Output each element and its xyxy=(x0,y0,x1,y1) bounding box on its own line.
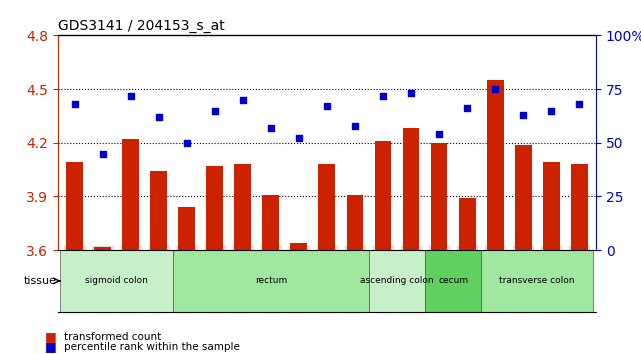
Bar xyxy=(515,144,531,250)
FancyBboxPatch shape xyxy=(369,250,425,312)
Bar xyxy=(290,243,307,250)
Point xyxy=(322,103,332,109)
Bar xyxy=(347,195,363,250)
Point xyxy=(406,91,416,96)
Text: percentile rank within the sample: percentile rank within the sample xyxy=(64,342,240,353)
Point xyxy=(181,140,192,145)
Bar xyxy=(122,139,139,250)
Point xyxy=(434,131,444,137)
Point xyxy=(210,108,220,113)
Bar xyxy=(178,207,195,250)
Text: rectum: rectum xyxy=(254,276,287,285)
Bar xyxy=(319,164,335,250)
Point xyxy=(378,93,388,98)
Point xyxy=(294,136,304,141)
Bar xyxy=(262,195,279,250)
Text: cecum: cecum xyxy=(438,276,468,285)
Bar xyxy=(543,162,560,250)
Point xyxy=(462,105,472,111)
Bar xyxy=(459,198,476,250)
Bar xyxy=(150,171,167,250)
Text: transverse colon: transverse colon xyxy=(499,276,575,285)
Text: ■: ■ xyxy=(45,330,56,343)
Bar xyxy=(235,164,251,250)
Point xyxy=(490,86,501,92)
Bar xyxy=(206,166,223,250)
Text: ■: ■ xyxy=(45,341,56,353)
Point xyxy=(265,125,276,131)
Bar xyxy=(94,247,111,250)
Point xyxy=(574,101,585,107)
Bar xyxy=(487,80,504,250)
Point xyxy=(153,114,163,120)
Bar xyxy=(571,164,588,250)
Text: GDS3141 / 204153_s_at: GDS3141 / 204153_s_at xyxy=(58,19,224,33)
Point xyxy=(97,151,108,156)
Bar xyxy=(403,129,419,250)
Text: transformed count: transformed count xyxy=(64,332,162,342)
Point xyxy=(69,101,79,107)
Bar xyxy=(431,143,447,250)
FancyBboxPatch shape xyxy=(60,250,172,312)
Text: ascending colon: ascending colon xyxy=(360,276,434,285)
Point xyxy=(518,112,528,118)
Bar xyxy=(374,141,392,250)
Point xyxy=(350,123,360,129)
Point xyxy=(546,108,556,113)
FancyBboxPatch shape xyxy=(481,250,594,312)
FancyBboxPatch shape xyxy=(425,250,481,312)
Text: tissue: tissue xyxy=(24,276,57,286)
Point xyxy=(238,97,248,103)
Point xyxy=(126,93,136,98)
Text: sigmoid colon: sigmoid colon xyxy=(85,276,148,285)
Bar xyxy=(66,162,83,250)
FancyBboxPatch shape xyxy=(172,250,369,312)
